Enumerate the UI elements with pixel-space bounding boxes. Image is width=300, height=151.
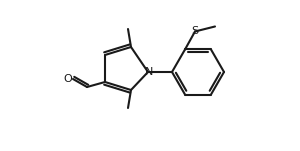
Text: N: N [145, 67, 153, 77]
Text: S: S [191, 26, 199, 37]
Text: O: O [64, 74, 72, 84]
